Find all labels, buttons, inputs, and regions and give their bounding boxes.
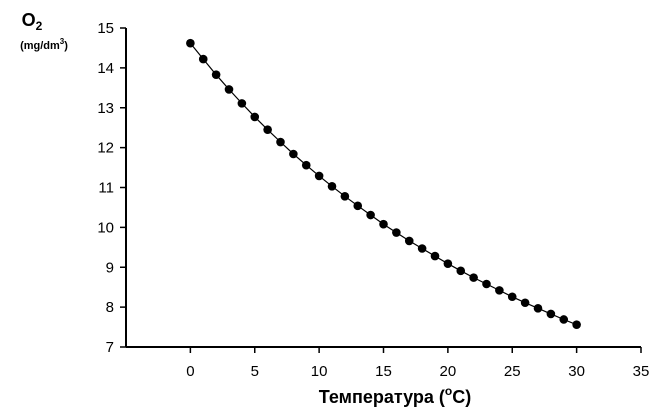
data-point	[533, 304, 543, 313]
data-point	[417, 244, 427, 253]
y-tick-label: 11	[98, 180, 114, 197]
axes	[120, 27, 642, 353]
data-point	[469, 273, 478, 282]
data-point	[211, 70, 221, 79]
y-tick-label: 10	[97, 219, 114, 236]
data-point	[366, 210, 375, 220]
data-point	[301, 160, 311, 170]
x-tick-label: 35	[633, 363, 650, 380]
data-point	[430, 251, 440, 261]
x-tick-label: 25	[504, 363, 521, 380]
data-point	[186, 38, 195, 48]
x-axis-title-sup: o	[445, 384, 452, 398]
y-axis-title-main: O	[22, 10, 36, 30]
data-point	[392, 228, 401, 237]
y-axis-unit-prefix: (mg/dm	[20, 40, 60, 52]
y-tick-label: 8	[106, 299, 114, 316]
data-point	[237, 99, 247, 108]
data-point	[289, 149, 298, 159]
data-point	[572, 320, 581, 329]
data-point	[250, 112, 260, 122]
data-point	[340, 191, 350, 201]
y-axis-title: O2	[22, 10, 43, 33]
data-point	[456, 266, 466, 276]
y-tick-label: 7	[106, 339, 114, 356]
x-tick-labels: 0 5 10 15 20 25 30 35	[186, 363, 649, 380]
data-point	[520, 298, 530, 308]
data-point	[559, 315, 569, 324]
data-point	[507, 292, 517, 302]
data-point	[443, 259, 453, 268]
series-line	[189, 42, 577, 326]
y-tick-labels: 7 8 9 10 11 12 13 14 15	[97, 20, 114, 356]
data-point	[314, 171, 324, 181]
data-point	[482, 279, 491, 289]
data-point	[276, 137, 285, 147]
x-axis-title-suffix: C)	[452, 387, 471, 407]
x-tick-label: 5	[251, 363, 259, 380]
y-tick-label: 13	[97, 100, 114, 117]
data-point	[379, 219, 388, 229]
series	[186, 38, 581, 329]
data-point	[546, 309, 556, 319]
y-axis-unit-sup: 3	[60, 37, 65, 46]
x-tick-label: 30	[568, 363, 585, 380]
data-point	[198, 54, 208, 64]
y-tick-label: 9	[106, 259, 114, 276]
data-point	[327, 182, 337, 191]
data-point	[263, 125, 272, 134]
x-axis-title: Температура (oC)	[319, 384, 471, 407]
data-point	[404, 236, 414, 246]
x-tick-label: 20	[440, 363, 457, 380]
x-tick-label: 0	[186, 363, 194, 380]
y-axis-unit: (mg/dm3)	[20, 37, 68, 52]
y-tick-label: 15	[97, 20, 114, 37]
y-tick-label: 14	[97, 60, 114, 77]
data-point	[224, 85, 234, 94]
x-tick-label: 10	[311, 363, 328, 380]
y-tick-label: 12	[97, 140, 114, 157]
y-axis-title-sub: 2	[36, 19, 43, 33]
x-tick-label: 15	[375, 363, 392, 380]
data-point	[353, 201, 363, 211]
data-point	[495, 286, 504, 295]
x-axis-title-prefix: Температура (	[319, 387, 445, 407]
y-axis-unit-suffix: )	[64, 40, 68, 52]
